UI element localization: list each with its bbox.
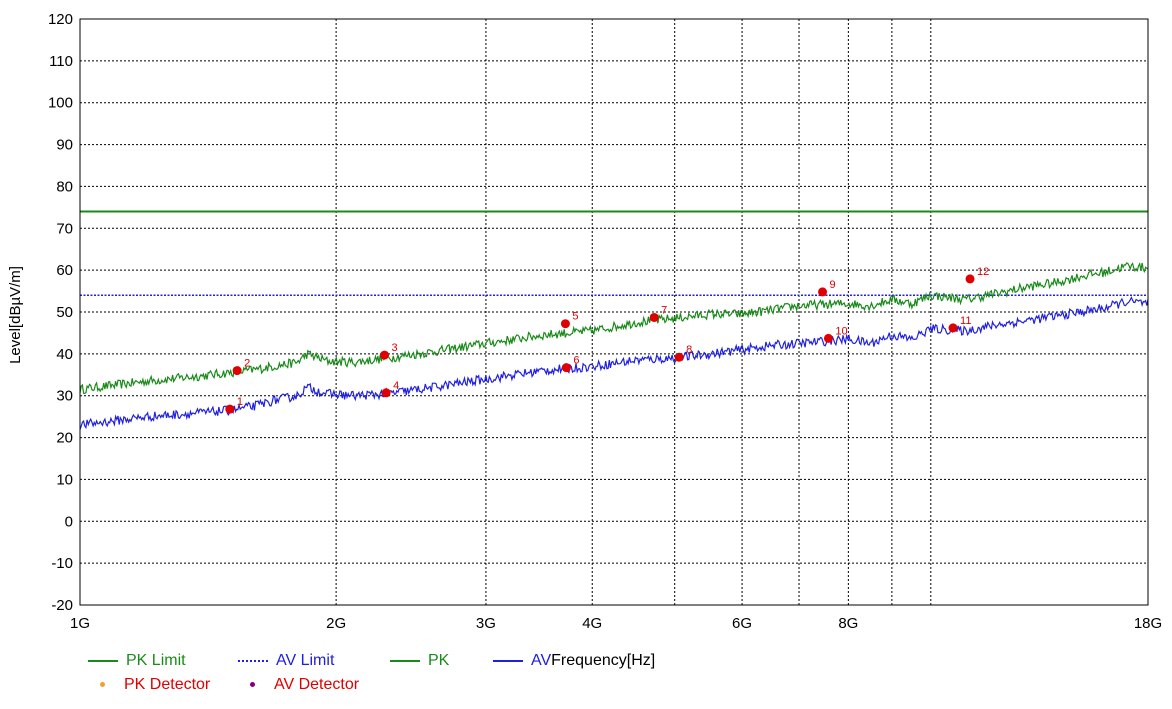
marker-point xyxy=(823,333,833,343)
series-pk xyxy=(79,261,1149,394)
y-tick-label: 30 xyxy=(56,388,73,405)
marker-point xyxy=(560,319,570,329)
x-tick-label: 2G xyxy=(326,615,346,632)
y-tick-label: -10 xyxy=(51,555,73,572)
marker-label: 12 xyxy=(977,266,989,278)
marker-label: 3 xyxy=(392,342,398,354)
marker-point xyxy=(232,366,242,376)
marker-label: 11 xyxy=(960,315,971,327)
marker-label: 6 xyxy=(573,355,579,367)
y-tick-label: -20 xyxy=(51,597,73,614)
x-tick-label: 18G xyxy=(1134,615,1162,632)
y-tick-label: 90 xyxy=(56,137,73,154)
legend-label: AV Limit xyxy=(276,652,335,669)
legend-item-pk-detector: PK Detector xyxy=(88,676,210,694)
grid xyxy=(80,18,1148,606)
legend-item-av-limit: AV Limit xyxy=(238,652,334,670)
legend-swatch xyxy=(238,659,268,662)
marker-label: 10 xyxy=(835,325,847,337)
y-tick-label: 40 xyxy=(56,346,73,363)
plot-frame xyxy=(79,18,1149,606)
marker-label: 1 xyxy=(237,396,243,408)
marker-label: 5 xyxy=(572,311,578,323)
marker-label: 7 xyxy=(661,304,667,316)
x-tick-label: 1G xyxy=(70,615,90,632)
marker-label: 8 xyxy=(686,344,692,356)
marker-point xyxy=(225,404,235,414)
y-tick-label: 50 xyxy=(56,304,73,321)
marker-point xyxy=(818,287,828,297)
legend-swatch xyxy=(88,659,118,662)
marker-point xyxy=(674,352,684,362)
legend-swatch xyxy=(250,682,255,688)
x-tick-label: 3G xyxy=(476,615,496,632)
y-tick-label: 70 xyxy=(56,220,73,237)
legend-item-av-detector: AV Detector xyxy=(238,676,359,694)
marker-point xyxy=(649,312,659,322)
legend-label: PK xyxy=(428,652,450,669)
marker-label: 9 xyxy=(830,279,836,291)
legend-label: AV Detector xyxy=(274,676,360,693)
legend-item-pk-limit: PK Limit xyxy=(88,652,186,670)
legend-label: PK Detector xyxy=(124,676,211,693)
legend-swatch xyxy=(100,682,105,688)
y-tick-label: 120 xyxy=(48,11,73,28)
y-tick-label: 0 xyxy=(65,513,73,530)
x-tick-label: 4G xyxy=(582,615,602,632)
legend-item-pk: PK xyxy=(390,652,449,670)
series-av xyxy=(79,296,1149,430)
x-axis-label: Frequency[Hz] xyxy=(551,652,656,669)
y-tick-label: 110 xyxy=(49,53,73,70)
legend-swatch xyxy=(493,659,523,662)
y-tick-label: 100 xyxy=(48,95,73,112)
y-tick-label: 20 xyxy=(56,430,73,447)
series xyxy=(79,210,1149,430)
marker-point xyxy=(561,363,571,373)
x-tick-label: 8G xyxy=(838,615,858,632)
marker-label: 4 xyxy=(393,380,399,392)
legend: PK Limit AV Limit PK AVFrequency[Hz] PK … xyxy=(88,652,788,708)
y-tick-label: 80 xyxy=(56,178,73,195)
legend-label: AV xyxy=(531,652,552,669)
marker-label: 2 xyxy=(244,358,250,370)
marker-point xyxy=(965,274,975,284)
x-tick-label: 6G xyxy=(732,615,752,632)
y-axis-label: Level[dBµV/m] xyxy=(7,266,24,364)
marker-point xyxy=(948,323,958,333)
y-tick-label: 10 xyxy=(56,471,73,488)
legend-label: PK Limit xyxy=(126,652,186,669)
marker-point xyxy=(381,388,391,398)
legend-item-av: AVFrequency[Hz] xyxy=(493,652,655,670)
y-tick-label: 60 xyxy=(56,262,73,279)
marker-point xyxy=(380,350,390,360)
legend-swatch xyxy=(390,659,420,662)
